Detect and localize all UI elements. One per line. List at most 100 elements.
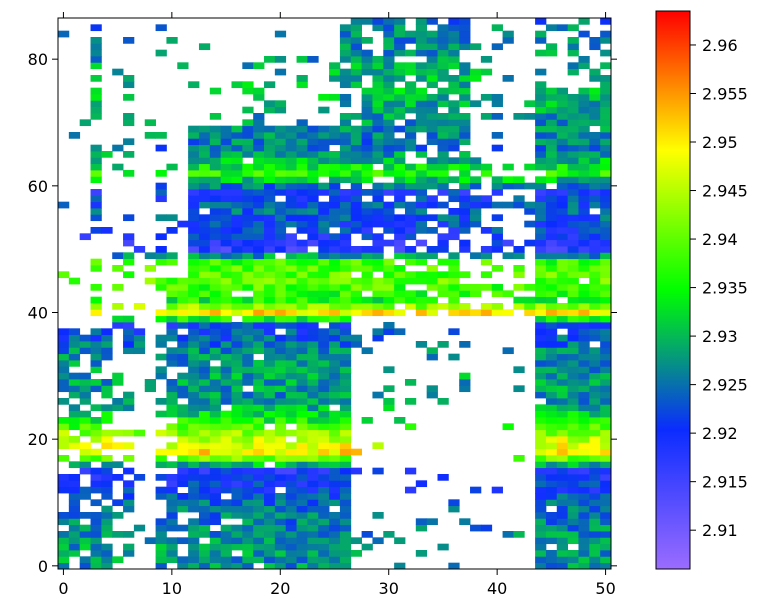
heatmap-cell (307, 341, 319, 348)
heatmap-cell (209, 290, 222, 298)
heatmap-cell (155, 366, 167, 374)
heatmap-cell (556, 176, 569, 184)
heatmap-cell (459, 271, 471, 279)
heatmap-cell (318, 493, 330, 500)
heatmap-cell (307, 201, 319, 209)
heatmap-cell (480, 68, 493, 76)
heatmap-cell (339, 398, 352, 405)
heatmap-cell (578, 404, 590, 412)
heatmap-cell (556, 233, 569, 241)
heatmap-cell (58, 271, 70, 279)
heatmap-cell (209, 429, 222, 437)
heatmap-cell (274, 461, 287, 469)
heatmap-cell (90, 537, 102, 545)
heatmap-cell (285, 499, 297, 507)
heatmap-cell (329, 75, 341, 82)
heatmap-cell (535, 467, 547, 475)
heatmap-cell (188, 176, 200, 184)
heatmap-cell (285, 341, 297, 348)
heatmap-cell (79, 486, 91, 494)
heatmap-cell (209, 138, 222, 146)
heatmap-cell (600, 208, 612, 215)
heatmap-cell (101, 341, 113, 348)
heatmap-cell (209, 493, 222, 500)
heatmap-cell (567, 144, 579, 152)
heatmap-cell (231, 360, 243, 367)
heatmap-cell (274, 404, 287, 412)
heatmap-cell (535, 423, 547, 431)
heatmap-cell (589, 505, 601, 513)
heatmap-cell (209, 341, 222, 348)
heatmap-cell (600, 347, 612, 355)
heatmap-cell (535, 334, 547, 342)
heatmap-cell (155, 214, 167, 222)
heatmap-cell (415, 163, 428, 171)
heatmap-cell (426, 391, 438, 399)
heatmap-cell (600, 385, 612, 393)
heatmap-cell (123, 214, 135, 222)
heatmap-cell (155, 246, 167, 253)
heatmap-cell (600, 239, 612, 247)
heatmap-cell (253, 531, 265, 538)
heatmap-cell (101, 455, 113, 462)
heatmap-cell (437, 125, 449, 133)
heatmap-cell (198, 379, 211, 386)
heatmap-cell (567, 379, 579, 386)
heatmap-cell (350, 258, 362, 266)
heatmap-cell (274, 208, 287, 215)
heatmap-cell (513, 284, 525, 291)
heatmap-cell (307, 410, 319, 418)
heatmap-cell (589, 157, 601, 165)
heatmap-cell (535, 189, 547, 196)
heatmap-cell (600, 474, 612, 481)
heatmap-cell (415, 43, 428, 51)
heatmap-cell (394, 18, 406, 25)
heatmap-cell (123, 233, 135, 241)
heatmap-cell (556, 480, 569, 488)
heatmap-cell (361, 543, 373, 551)
heatmap-cell (79, 512, 91, 519)
heatmap-cell (123, 334, 135, 342)
heatmap-cell (198, 372, 211, 380)
heatmap-cell (339, 258, 352, 266)
heatmap-cell (589, 113, 601, 120)
heatmap-cell (329, 455, 341, 462)
heatmap-cell (318, 398, 330, 405)
heatmap-cell (79, 448, 91, 456)
heatmap-cell (58, 398, 70, 405)
heatmap-cell (253, 271, 265, 279)
heatmap-cell (209, 442, 222, 450)
heatmap-cell (209, 562, 222, 570)
heatmap-cell (339, 467, 352, 475)
heatmap-cell (567, 106, 579, 114)
heatmap-cell (231, 252, 243, 260)
heatmap-cell (264, 328, 276, 336)
heatmap-cell (231, 309, 243, 317)
heatmap-cell (231, 429, 243, 437)
heatmap-cell (329, 68, 341, 76)
heatmap-cell (372, 214, 384, 222)
heatmap-cell (318, 385, 330, 393)
heatmap-cell (578, 379, 590, 386)
heatmap-cell (198, 518, 211, 526)
heatmap-cell (404, 144, 417, 152)
heatmap-cell (600, 125, 612, 133)
heatmap-cell (394, 125, 406, 133)
heatmap-cell (166, 429, 178, 437)
heatmap-cell (231, 138, 243, 146)
heatmap-cell (415, 550, 428, 557)
heatmap-cell (177, 379, 189, 386)
heatmap-cell (123, 493, 135, 500)
heatmap-cell (339, 550, 352, 557)
heatmap-cell (209, 315, 222, 323)
heatmap-cell (188, 125, 200, 133)
heatmap-cell (123, 398, 135, 405)
heatmap-cell (329, 138, 341, 146)
heatmap-cell (264, 246, 276, 253)
heatmap-cell (90, 201, 102, 209)
heatmap-cell (274, 360, 287, 367)
heatmap-cell (285, 201, 297, 209)
heatmap-cell (79, 556, 91, 564)
heatmap-cell (231, 182, 243, 190)
heatmap-cell (166, 385, 178, 393)
